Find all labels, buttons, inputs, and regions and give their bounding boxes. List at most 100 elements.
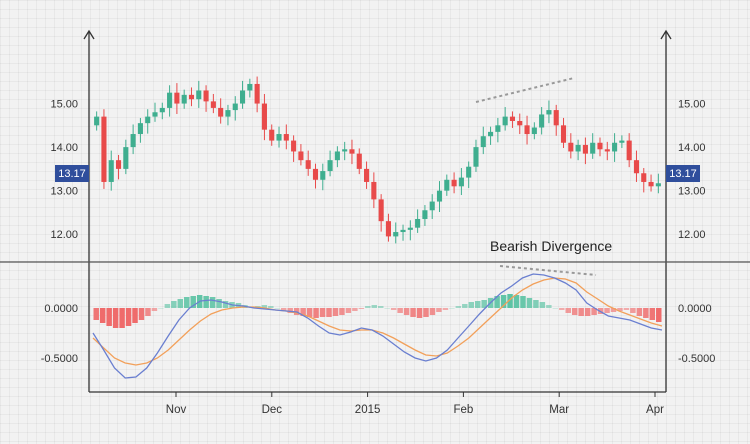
histogram-bar: [378, 306, 384, 308]
histogram-bar: [171, 301, 177, 308]
candle-body: [334, 151, 340, 161]
candle-body: [254, 83, 260, 104]
histogram-bar: [468, 302, 474, 308]
x-tick-labels: Nov Dec 2015 Feb Mar Apr: [166, 392, 664, 416]
candle-body: [320, 171, 326, 180]
histogram-bar: [429, 308, 436, 315]
candle-body: [655, 183, 661, 187]
price-tick-labels: 15.00 15.00 14.00 14.00 13.00 13.00 12.00 12.00: [50, 99, 705, 242]
histogram-bar: [125, 308, 132, 326]
price-tick-right: 14.00: [678, 142, 706, 154]
candle-body: [276, 134, 282, 141]
candle-body: [218, 107, 224, 117]
histogram-bar: [300, 308, 306, 316]
histogram-bar: [546, 305, 552, 308]
candle-body: [400, 229, 406, 233]
candle-body: [509, 116, 516, 121]
histogram-bar: [99, 308, 106, 323]
price-badge-left-box: [55, 165, 89, 182]
candle-body: [582, 144, 588, 154]
histogram-bar: [209, 297, 216, 308]
candle-body: [385, 221, 391, 237]
price-tick-left: 15.00: [50, 99, 78, 111]
candle-body: [371, 181, 377, 200]
candle-body: [407, 227, 413, 230]
candle-body: [167, 92, 173, 108]
histogram-bar: [643, 308, 649, 318]
candle-body: [495, 125, 501, 132]
histogram-bar: [513, 295, 520, 308]
candle-body: [130, 134, 136, 148]
histogram-bar: [281, 308, 287, 311]
histogram-bar: [507, 294, 513, 308]
x-tick-label: Dec: [262, 404, 283, 416]
x-tick-label: Apr: [646, 404, 664, 416]
candle-body: [451, 179, 457, 187]
price-divergence-line: [475, 77, 575, 103]
histogram-bar: [591, 308, 597, 315]
price-badge-left: 13.17: [58, 168, 86, 180]
candle-body: [422, 210, 428, 219]
histogram-bar: [203, 296, 209, 308]
histogram-bar: [552, 308, 559, 309]
histogram-bar: [494, 296, 500, 308]
signal-line: [92, 277, 663, 366]
candle-body: [517, 120, 523, 126]
candle-body: [108, 160, 114, 182]
histogram-bar: [617, 308, 623, 311]
histogram-bar: [565, 308, 571, 313]
candle-body: [349, 149, 355, 154]
price-tick-left: 14.00: [50, 142, 78, 154]
histogram-bar: [533, 300, 539, 308]
histogram-bar: [423, 308, 429, 317]
candle-body: [641, 173, 647, 182]
macd-tick-labels: 0.0000 0.0000 -0.5000 -0.5000: [41, 303, 716, 365]
histogram-bar: [500, 295, 507, 308]
candle-body: [568, 142, 574, 152]
candle-body: [575, 144, 581, 152]
histogram-bar: [520, 296, 526, 308]
candle-body: [604, 149, 610, 152]
candle-body: [356, 153, 362, 169]
histogram-bar: [358, 308, 365, 309]
histogram-bar: [164, 304, 171, 308]
histogram-bar: [339, 308, 345, 315]
candle-body: [473, 147, 479, 167]
candle-body: [203, 90, 209, 102]
histogram-bar: [584, 308, 591, 316]
histogram-bar: [649, 308, 656, 320]
candle-body: [188, 94, 195, 100]
histogram-bar: [145, 308, 151, 316]
candle-body: [364, 168, 370, 182]
price-tick-right: 15.00: [678, 99, 706, 111]
candle-body: [291, 140, 297, 152]
candle-body: [210, 101, 216, 108]
candlestick-series: [94, 76, 661, 244]
histogram-bar: [222, 301, 229, 308]
histogram-bar: [261, 305, 268, 308]
candle-body: [145, 116, 151, 124]
candle-body: [436, 190, 443, 202]
histogram-bar: [287, 308, 293, 313]
histogram-bar: [526, 298, 533, 308]
x-tick-label: Feb: [453, 404, 473, 416]
candle-body: [283, 134, 289, 141]
histogram-bar: [352, 308, 358, 311]
histogram-bar: [151, 308, 158, 311]
histogram-bar: [578, 308, 584, 316]
candle-body: [378, 199, 384, 222]
histogram-bar: [319, 308, 326, 317]
histogram-bar: [106, 308, 112, 326]
histogram-bar: [630, 308, 636, 313]
histogram-bar: [119, 308, 125, 328]
macd-tick-left: 0.0000: [44, 303, 78, 315]
histogram-bar: [449, 308, 455, 309]
histogram-bar: [416, 308, 423, 318]
candle-body: [239, 90, 246, 104]
histogram-bar: [410, 308, 416, 317]
macd-line: [92, 273, 663, 379]
histogram-bar: [623, 308, 630, 310]
histogram-bar: [403, 308, 410, 315]
candle-body: [152, 112, 158, 117]
